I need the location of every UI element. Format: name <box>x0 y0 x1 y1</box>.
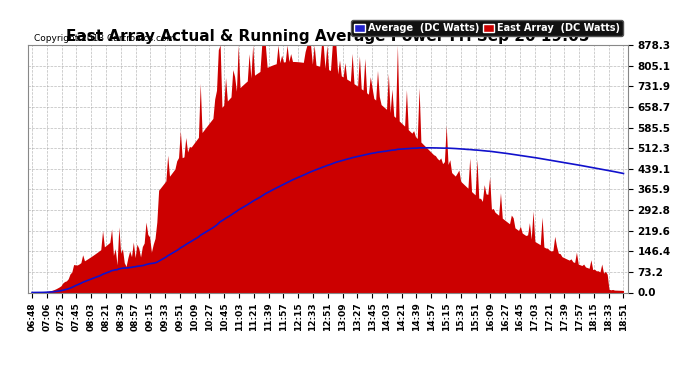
Title: East Array Actual & Running Average Power Fri Sep 20 19:05: East Array Actual & Running Average Powe… <box>66 29 589 44</box>
Text: Copyright 2013 Cartronics.com: Copyright 2013 Cartronics.com <box>34 33 175 42</box>
Legend: Average  (DC Watts), East Array  (DC Watts): Average (DC Watts), East Array (DC Watts… <box>351 20 623 36</box>
